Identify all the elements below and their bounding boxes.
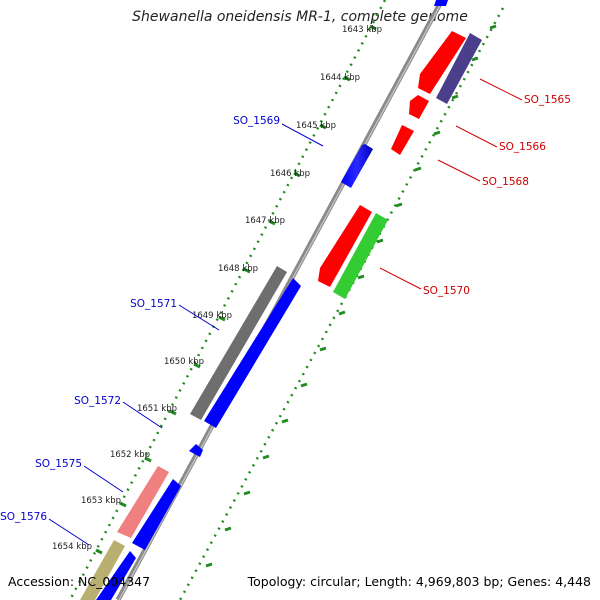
- gene-label-so-1576: SO_1576: [0, 511, 47, 523]
- map-title: Shewanella oneidensis MR-1, complete gen…: [132, 9, 468, 25]
- reverse-strand-genes: [318, 0, 482, 299]
- tick-label-1653: 1653 kbp: [81, 496, 121, 506]
- gene-label-so-1565: SO_1565: [524, 94, 571, 106]
- gene-feature-red-1: [418, 31, 466, 94]
- gene-feature-grey: [190, 266, 287, 420]
- forward-strand-genes: [80, 144, 373, 600]
- gene-so-1575: [117, 466, 169, 538]
- gene-feature-blue-bottom: [96, 551, 136, 600]
- connector-so-1570: [379, 267, 422, 290]
- tick-label-1644: 1644 kbp: [320, 73, 360, 83]
- gene-top-partial: [434, 0, 448, 6]
- gene-so-1565: [436, 33, 482, 104]
- gene-so-1569: [341, 144, 373, 188]
- gene-label-so-1572: SO_1572: [74, 395, 121, 407]
- tick-label-1650: 1650 kbp: [164, 357, 204, 367]
- tick-label-1646: 1646 kbp: [270, 169, 310, 179]
- tick-label-1645: 1645 kbp: [296, 121, 336, 131]
- gene-feature-red-3: [391, 125, 414, 155]
- connector-so-1566: [455, 125, 498, 148]
- connector-so-1576: [48, 518, 90, 546]
- tick-label-1654: 1654 kbp: [52, 542, 92, 552]
- gene-label-so-1569: SO_1569: [233, 115, 280, 127]
- connector-so-1565: [479, 78, 523, 101]
- inner-tick-guide: [68, 0, 387, 600]
- tick-label-1647: 1647 kbp: [245, 216, 285, 226]
- gene-feature-blue-pink: [132, 479, 181, 550]
- gene-label-so-1568: SO_1568: [482, 176, 529, 188]
- tick-label-1651: 1651 kbp: [137, 404, 177, 414]
- gene-label-so-1571: SO_1571: [130, 298, 177, 310]
- connector-so-1571: [178, 304, 220, 331]
- tick-label-1643: 1643 kbp: [342, 25, 382, 35]
- connector-so-1575: [83, 465, 124, 493]
- gene-label-so-1566: SO_1566: [499, 141, 546, 153]
- gene-label-so-1575: SO_1575: [35, 458, 82, 470]
- tick-label-1652: 1652 kbp: [110, 450, 150, 460]
- gene-so-1571: [204, 278, 301, 428]
- connector-so-1569: [281, 123, 324, 147]
- gene-so-1576: [80, 540, 125, 600]
- tick-label-1649: 1649 kbp: [192, 311, 232, 321]
- outer-tick-guide: [178, 7, 505, 600]
- topology-label: Topology: circular; Length: 4,969,803 bp…: [247, 574, 591, 589]
- tick-label-1648: 1648 kbp: [218, 264, 258, 274]
- connector-so-1568: [437, 159, 481, 182]
- gene-feature-red-2: [409, 95, 429, 119]
- gene-label-so-1570: SO_1570: [423, 285, 470, 297]
- tick-marks: [95, 24, 497, 568]
- gene-feature-red-4: [318, 205, 372, 287]
- accession-label: Accession: NC_004347: [8, 574, 151, 589]
- gene-so-1572: [189, 444, 203, 457]
- connector-so-1572: [122, 401, 163, 429]
- gene-so-1570: [333, 213, 388, 299]
